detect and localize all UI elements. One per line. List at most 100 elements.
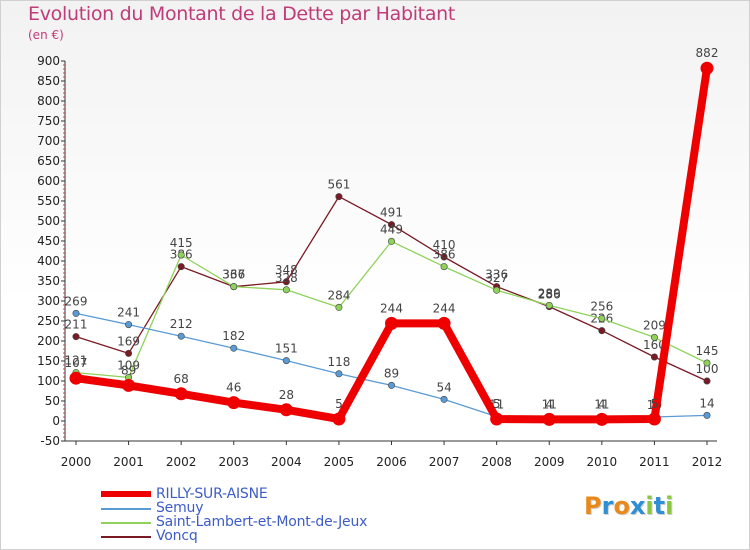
data-label: 410	[433, 238, 456, 252]
logo-letter: t	[653, 492, 666, 520]
data-label: 54	[436, 380, 451, 394]
data-label: 882	[696, 46, 719, 60]
data-point	[387, 381, 395, 389]
legend-swatch-saint-lambert	[101, 522, 151, 524]
x-tick-label: 2010	[587, 455, 618, 469]
data-point	[598, 327, 606, 335]
data-point	[703, 377, 711, 385]
data-label: 169	[117, 334, 140, 348]
y-tick-label: 850	[37, 74, 60, 88]
legend-label: Semuy	[156, 500, 204, 516]
data-point	[332, 412, 346, 426]
data-point	[493, 286, 501, 294]
data-point	[282, 286, 290, 294]
data-label: 241	[117, 306, 140, 320]
data-label: 491	[380, 206, 403, 220]
data-point	[230, 283, 238, 291]
data-point	[490, 412, 504, 426]
chart-title: Evolution du Montant de la Dette par Hab…	[28, 3, 456, 25]
logo-letter: i	[645, 492, 654, 520]
data-point	[387, 221, 395, 229]
logo-letter: x	[629, 492, 646, 520]
data-label: 28	[279, 388, 294, 402]
proxiti-logo: Proxiti	[584, 492, 673, 520]
data-point	[598, 315, 606, 323]
data-label: 289	[538, 286, 561, 300]
data-label: 160	[643, 338, 666, 352]
data-label: 46	[226, 381, 241, 395]
x-tick-label: 2009	[534, 455, 565, 469]
data-label: 336	[485, 268, 508, 282]
data-point	[545, 301, 553, 309]
data-label: 211	[65, 318, 88, 332]
data-point	[177, 332, 185, 340]
data-label: 109	[117, 358, 140, 372]
data-point	[440, 263, 448, 271]
x-tick-label: 2008	[481, 455, 512, 469]
data-label: 5	[493, 397, 501, 411]
data-label: 561	[327, 178, 350, 192]
series-voncq: 211169386367348561491410336286226160100	[65, 178, 719, 385]
data-label: 11	[542, 398, 557, 412]
data-point	[700, 61, 714, 75]
legend-swatch-rilly	[101, 491, 151, 497]
x-tick-label: 2001	[113, 455, 144, 469]
data-label: 212	[170, 317, 193, 331]
data-point	[72, 309, 80, 317]
y-tick-label: -50	[40, 434, 60, 448]
data-label: 244	[380, 301, 403, 315]
x-tick-label: 2011	[639, 455, 670, 469]
chart-axes: -50 0 50 100 150 200 250 300 350 400 450 500 550 600 6…	[37, 54, 722, 469]
series-saint-lambert-et-mont-de-jeux: 121 109 415 336 328 284 449 386 327 289 256 209 145	[65, 222, 718, 381]
chart-unit-label: (en €)	[28, 28, 64, 42]
data-label: 348	[275, 263, 298, 277]
data-label: 4	[545, 397, 553, 411]
data-point	[177, 251, 185, 259]
y-tick-label: 700	[37, 134, 60, 148]
logo-letter: i	[665, 492, 674, 520]
x-tick-label: 2003	[218, 455, 249, 469]
legend-label: Voncq	[156, 528, 198, 544]
data-label: 5	[335, 397, 343, 411]
data-point	[230, 344, 238, 352]
data-label: 386	[433, 248, 456, 262]
chart-plot-area: 2111693863673485614914103362862261601001…	[65, 46, 719, 426]
data-label: 107	[65, 356, 88, 370]
logo-letter: P	[584, 492, 602, 520]
data-label: 68	[174, 372, 189, 386]
logo-letter: r	[601, 492, 614, 520]
data-label: 415	[170, 236, 193, 250]
data-label: 328	[275, 271, 298, 285]
y-tick-label: 800	[37, 94, 60, 108]
y-tick-label: 750	[37, 114, 60, 128]
x-tick-label: 2005	[324, 455, 355, 469]
data-point	[437, 316, 451, 330]
y-tick-label: 350	[37, 274, 60, 288]
y-tick-label: 450	[37, 234, 60, 248]
data-label: 121	[65, 354, 88, 368]
legend-label: Saint-Lambert-et-Mont-de-Jeux	[156, 514, 368, 530]
x-tick-label: 2000	[61, 455, 92, 469]
data-point	[703, 411, 711, 419]
y-tick-label: 650	[37, 154, 60, 168]
y-tick-label: 50	[45, 394, 60, 408]
data-point	[174, 387, 188, 401]
data-label: 118	[327, 355, 350, 369]
y-tick-label: 900	[37, 54, 60, 68]
y-tick-label: 550	[37, 194, 60, 208]
y-tick-label: 0	[52, 414, 60, 428]
data-label: 100	[696, 362, 719, 376]
data-label: 327	[485, 271, 508, 285]
y-tick-label: 250	[37, 314, 60, 328]
data-label: 89	[384, 366, 399, 380]
data-point	[282, 278, 290, 286]
data-label: 286	[538, 288, 561, 302]
data-point	[595, 412, 609, 426]
data-point	[440, 253, 448, 261]
legend-swatch-semuy	[101, 508, 151, 510]
data-label: 284	[327, 288, 350, 302]
data-point	[282, 357, 290, 365]
data-point	[72, 333, 80, 341]
